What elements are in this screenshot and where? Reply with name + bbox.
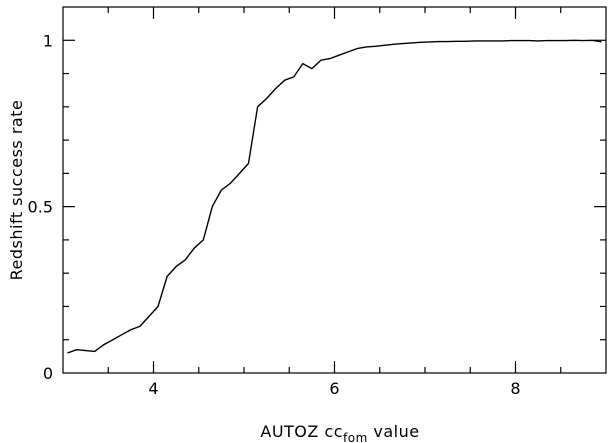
- x-tick-label: 6: [329, 379, 339, 398]
- success-rate-line: [67, 39, 602, 354]
- x-tick-label: 4: [148, 379, 158, 398]
- y-axis-title: Redshift success rate: [7, 100, 26, 281]
- plot-frame: [62, 6, 607, 374]
- x-axis-title: AUTOZ ccfom value: [260, 422, 419, 443]
- y-tick-label: 0.5: [28, 198, 53, 217]
- axis-ticks: [63, 7, 606, 373]
- y-tick-label: 0: [43, 364, 53, 383]
- x-axis-title-subscript: fom: [343, 431, 368, 443]
- x-axis-title-suffix: value: [368, 422, 420, 441]
- x-axis-title-main: AUTOZ cc: [260, 422, 343, 441]
- axis-tick-labels: 4 6 8 0 0.5 1: [28, 31, 521, 398]
- x-tick-label: 8: [510, 379, 520, 398]
- y-tick-label: 1: [43, 31, 53, 50]
